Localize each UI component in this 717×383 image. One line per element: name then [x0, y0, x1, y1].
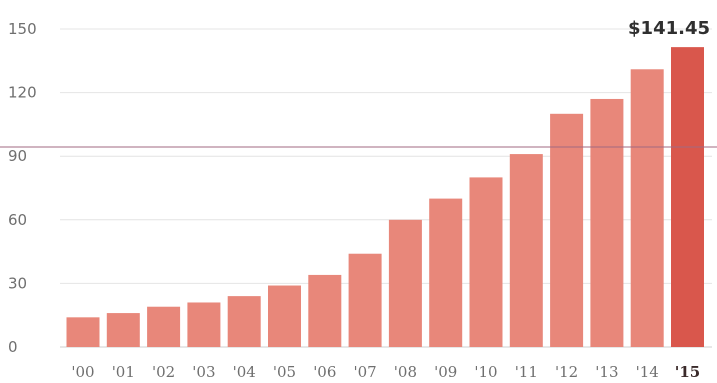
y-axis-ticks: 0 30 60 90 120 150	[8, 20, 37, 356]
bar	[469, 177, 503, 347]
y-tick-label: 0	[8, 338, 18, 356]
bar	[509, 154, 543, 347]
bars	[66, 47, 704, 348]
x-axis-ticks: '00 '01 '02 '03 '04 '05 '06 '07 '08 '09 '10 '11 '12 '…	[71, 363, 700, 381]
x-tick-label: '00	[71, 363, 94, 381]
y-tick-label: 90	[8, 147, 27, 165]
y-tick-label: 60	[8, 211, 27, 229]
bar	[630, 69, 664, 347]
x-tick-label: '03	[192, 363, 215, 381]
y-tick-label: 30	[8, 274, 27, 292]
bar	[590, 98, 624, 348]
bar	[429, 198, 463, 347]
x-tick-label: '07	[353, 363, 376, 381]
bar	[106, 313, 140, 347]
bar	[348, 253, 382, 347]
bar	[550, 113, 584, 347]
y-tick-label: 150	[8, 20, 37, 38]
x-tick-label: '06	[313, 363, 336, 381]
x-tick-label: '04	[233, 363, 256, 381]
x-tick-label: '10	[474, 363, 497, 381]
bar	[187, 302, 221, 347]
bar	[227, 296, 261, 347]
x-tick-label: '09	[434, 363, 457, 381]
bar	[308, 274, 342, 347]
x-tick-label: '05	[273, 363, 296, 381]
bar	[388, 219, 422, 347]
bar	[147, 306, 181, 347]
x-tick-label: '15	[675, 363, 700, 381]
x-tick-label: '02	[152, 363, 175, 381]
x-tick-label: '08	[394, 363, 417, 381]
x-tick-label: '14	[636, 363, 659, 381]
bar	[671, 47, 704, 347]
y-tick-label: 120	[8, 84, 37, 102]
x-tick-label: '11	[515, 363, 538, 381]
x-tick-label: '13	[595, 363, 618, 381]
x-tick-label: '12	[555, 363, 578, 381]
x-tick-label: '01	[112, 363, 135, 381]
data-label-2015: $141.45	[628, 18, 710, 39]
bar	[66, 317, 100, 347]
bar	[268, 285, 301, 347]
